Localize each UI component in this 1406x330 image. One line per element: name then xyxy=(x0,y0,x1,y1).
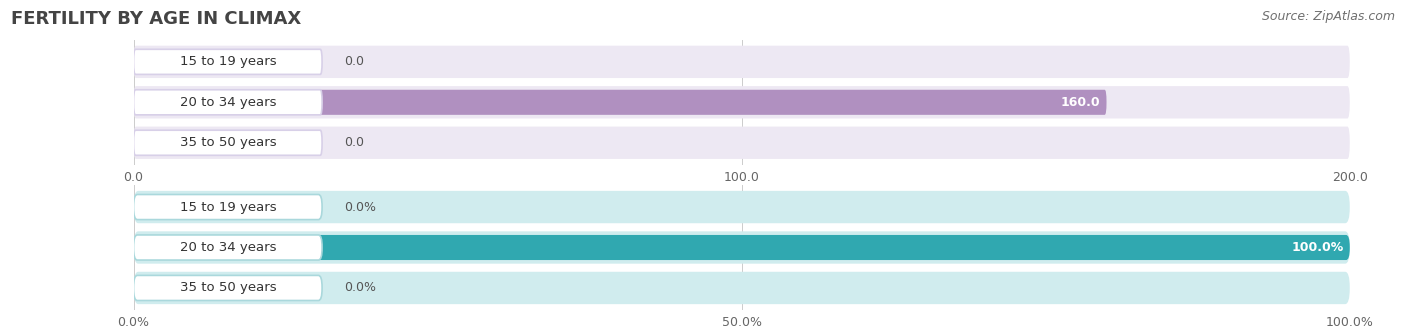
FancyBboxPatch shape xyxy=(134,86,1350,118)
Text: 15 to 19 years: 15 to 19 years xyxy=(180,201,276,214)
Text: 0.0: 0.0 xyxy=(344,55,364,68)
FancyBboxPatch shape xyxy=(134,235,1350,260)
Text: 35 to 50 years: 35 to 50 years xyxy=(180,136,276,149)
Text: 20 to 34 years: 20 to 34 years xyxy=(180,96,276,109)
FancyBboxPatch shape xyxy=(134,90,1107,115)
Text: 160.0: 160.0 xyxy=(1060,96,1101,109)
FancyBboxPatch shape xyxy=(134,90,322,115)
FancyBboxPatch shape xyxy=(134,194,322,219)
Text: 15 to 19 years: 15 to 19 years xyxy=(180,55,276,68)
Text: 20 to 34 years: 20 to 34 years xyxy=(180,241,276,254)
FancyBboxPatch shape xyxy=(134,231,1350,264)
FancyBboxPatch shape xyxy=(134,191,1350,223)
Text: FERTILITY BY AGE IN CLIMAX: FERTILITY BY AGE IN CLIMAX xyxy=(11,10,301,28)
Text: 0.0: 0.0 xyxy=(344,136,364,149)
Text: 35 to 50 years: 35 to 50 years xyxy=(180,281,276,294)
Text: 0.0%: 0.0% xyxy=(344,281,375,294)
FancyBboxPatch shape xyxy=(134,272,1350,304)
FancyBboxPatch shape xyxy=(134,49,322,74)
Text: 100.0%: 100.0% xyxy=(1292,241,1344,254)
Text: 0.0%: 0.0% xyxy=(344,201,375,214)
FancyBboxPatch shape xyxy=(134,46,1350,78)
Text: Source: ZipAtlas.com: Source: ZipAtlas.com xyxy=(1261,10,1395,23)
FancyBboxPatch shape xyxy=(134,235,322,260)
FancyBboxPatch shape xyxy=(134,127,1350,159)
FancyBboxPatch shape xyxy=(134,276,322,301)
FancyBboxPatch shape xyxy=(134,130,322,155)
